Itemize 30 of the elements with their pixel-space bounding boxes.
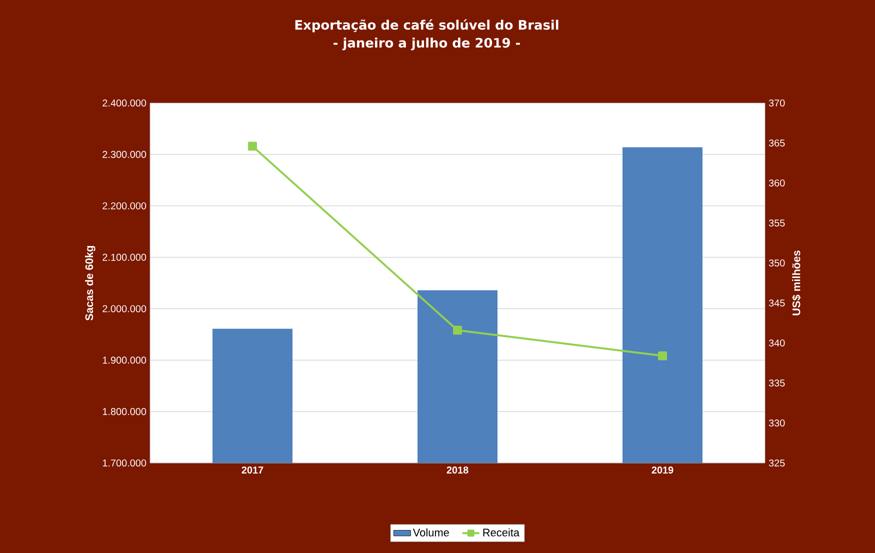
legend-label: Volume xyxy=(412,528,449,536)
y2-tick-label: 345 xyxy=(768,299,785,307)
y-tick-label: 1.700.000 xyxy=(102,459,146,467)
y2-tick-label: 370 xyxy=(768,99,785,107)
y-tick-label: 2.200.000 xyxy=(102,202,146,210)
y2-tick-label: 325 xyxy=(768,459,785,467)
y-tick-label: 2.300.000 xyxy=(102,150,146,158)
y2-tick-label: 365 xyxy=(768,139,785,147)
x-tick-label: 2018 xyxy=(446,466,468,474)
x-tick-label: 2017 xyxy=(242,466,264,474)
y2-tick-label: 330 xyxy=(768,419,785,427)
y2-tick-label: 350 xyxy=(768,259,785,267)
chart-subtitle: - janeiro a julho de 2019 - xyxy=(334,38,520,50)
point xyxy=(453,326,462,335)
y2-tick-label: 355 xyxy=(768,219,785,227)
y-tick-label: 2.100.000 xyxy=(102,254,146,261)
point xyxy=(658,351,667,360)
y-tick-label: 2.400.000 xyxy=(102,99,146,107)
y-tick-label: 1.900.000 xyxy=(102,356,146,364)
y2-axis-title: US$ milhões xyxy=(792,250,801,316)
y-tick-label: 2.000.000 xyxy=(102,305,146,312)
legend-label: Receita xyxy=(483,528,520,536)
y2-tick-label: 340 xyxy=(768,339,785,347)
y-axis-title: Sacas de 60kg xyxy=(85,246,96,320)
chart-title: Exportação de café solúvel do Brasil xyxy=(295,19,558,32)
y-tick-label: 1.800.000 xyxy=(102,408,146,416)
point xyxy=(248,142,257,151)
x-tick-label: 2019 xyxy=(652,466,674,474)
y2-tick-label: 360 xyxy=(768,179,785,187)
y2-tick-label: 335 xyxy=(768,379,785,387)
